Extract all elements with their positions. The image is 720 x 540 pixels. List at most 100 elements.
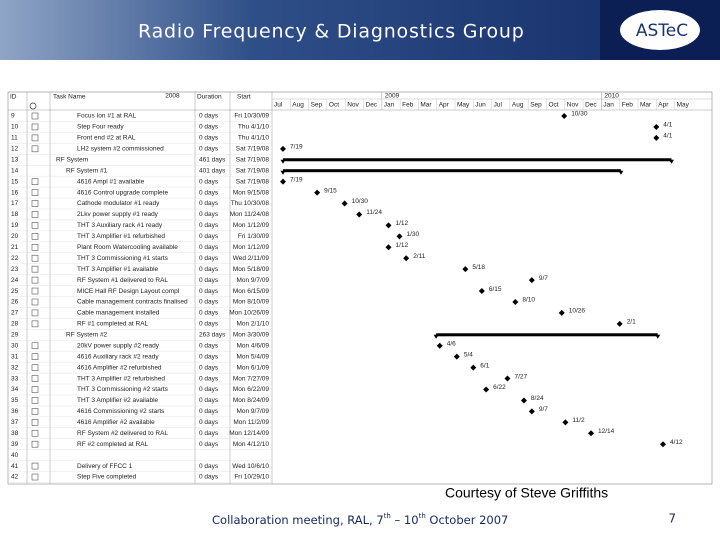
month-label: Oct [329, 102, 339, 109]
task-start: Wed 10/6/10 [232, 463, 269, 470]
milestone-label: 7/19 [290, 144, 303, 151]
row-id: 16 [11, 189, 19, 196]
milestone-label: 11/24 [366, 209, 382, 216]
task-duration: 0 days [199, 178, 219, 185]
milestone-label: 9/7 [539, 406, 548, 413]
task-name: 4616 Commissioning #2 starts [77, 408, 165, 415]
task-name: THT 3 Amplifier #2 refurbished [77, 375, 165, 382]
row-icon [31, 178, 39, 185]
column-header: ID [10, 94, 17, 101]
task-duration: 0 days [199, 200, 219, 207]
task-name: 4616 Amplifier #2 refurbished [77, 364, 162, 371]
milestone [453, 353, 460, 360]
task-duration: 0 days [199, 211, 219, 218]
row-icon [31, 309, 39, 317]
milestone-label: 10/30 [352, 198, 369, 205]
task-start: Thu 4/1/10 [238, 124, 269, 131]
row-id: 37 [11, 419, 19, 426]
task-duration: 0 days [199, 277, 219, 284]
month-label: Feb [402, 102, 414, 109]
task-name: Focus Ion #1 at RAL [77, 113, 137, 120]
task-duration: 0 days [199, 124, 219, 131]
milestone-label: 7/19 [290, 176, 303, 183]
milestone [561, 113, 568, 119]
row-icon [31, 375, 39, 382]
task-name: THT 3 Commissioning #1 starts [77, 255, 169, 262]
row-id: 13 [11, 156, 19, 163]
task-start: Thu 10/30/08 [231, 200, 270, 207]
milestone [396, 233, 403, 240]
milestone [528, 277, 535, 284]
task-start: Mon 4/6/09 [236, 342, 269, 349]
milestone [279, 145, 286, 152]
row-icon [31, 112, 39, 120]
caption: Courtesy of Steve Griffiths [445, 485, 608, 501]
milestone [385, 244, 392, 251]
row-icon [31, 298, 39, 306]
task-name: 4616 Control upgrade complete [77, 189, 168, 196]
task-duration: 0 days [199, 233, 219, 240]
row-id: 14 [11, 167, 19, 174]
task-duration: 0 days [199, 299, 219, 306]
task-name: RF System #2 [66, 332, 108, 339]
milestone-label: 9/15 [324, 187, 337, 194]
month-label: Aug [512, 102, 524, 109]
row-id: 28 [11, 321, 19, 328]
task-start: Mon 9/7/09 [236, 277, 269, 284]
milestone-label: 4/6 [447, 340, 456, 347]
task-start: Mon 8/24/09 [233, 397, 270, 404]
task-name: 2Lkv power supply #1 ready [77, 211, 159, 218]
column-header: Start [237, 94, 251, 101]
summary-end [668, 159, 674, 164]
task-start: Thu 4/1/10 [238, 135, 269, 142]
task-name: Cathode modulator #1 ready [77, 200, 160, 207]
row-id: 30 [11, 342, 19, 349]
task-start: Mon 10/26/09 [229, 310, 269, 317]
milestone-label: 6/22 [493, 384, 506, 391]
row-id: 23 [11, 266, 19, 273]
task-name: THT 3 Auxiliary rack #1 ready [77, 222, 163, 229]
row-icon [31, 386, 39, 393]
task-name: THT 3 Amplifier #1 available [77, 266, 159, 273]
row-icon [31, 243, 39, 251]
task-start: Mon 11/24/08 [230, 211, 270, 218]
row-id: 10 [11, 124, 19, 131]
month-label: Jul [494, 102, 503, 109]
task-start: Mon 6/1/09 [236, 364, 269, 371]
row-id: 17 [11, 200, 19, 207]
row-icon [31, 123, 39, 131]
milestone [385, 222, 392, 229]
task-duration: 0 days [199, 321, 219, 328]
task-name: Plant Room Watercooling available [77, 244, 178, 251]
month-label: Nov [567, 102, 579, 109]
summary-end [280, 170, 286, 175]
task-name: THT 3 Amplifier #2 available [77, 397, 159, 404]
milestone-label: 5/18 [472, 264, 485, 271]
task-start: Mon 9/7/09 [236, 408, 269, 415]
milestone [588, 430, 595, 437]
task-name: RF #2 completed at RAL [77, 441, 149, 448]
milestone-label: 10/30 [571, 111, 588, 118]
row-id: 40 [11, 452, 19, 459]
task-duration: 0 days [199, 353, 219, 360]
summary-end [655, 334, 661, 339]
month-label: Sep [311, 102, 323, 109]
row-icon [31, 397, 39, 404]
task-duration: 0 days [199, 146, 219, 153]
milestone-label: 2/11 [413, 253, 426, 260]
logo: ASTeC [636, 21, 688, 41]
task-name: 20kV power supply #2 ready [77, 342, 160, 349]
task-duration: 0 days [199, 386, 219, 393]
row-id: 22 [11, 255, 19, 262]
task-duration: 0 days [199, 244, 219, 251]
row-icon [31, 222, 39, 229]
month-label: Jan [384, 102, 395, 109]
month-label: May [677, 102, 690, 109]
row-id: 15 [11, 178, 19, 185]
task-duration: 0 days [199, 310, 219, 317]
task-start: Mon 7/27/09 [233, 375, 270, 382]
month-label: Apr [439, 102, 450, 109]
row-id: 36 [11, 408, 19, 415]
